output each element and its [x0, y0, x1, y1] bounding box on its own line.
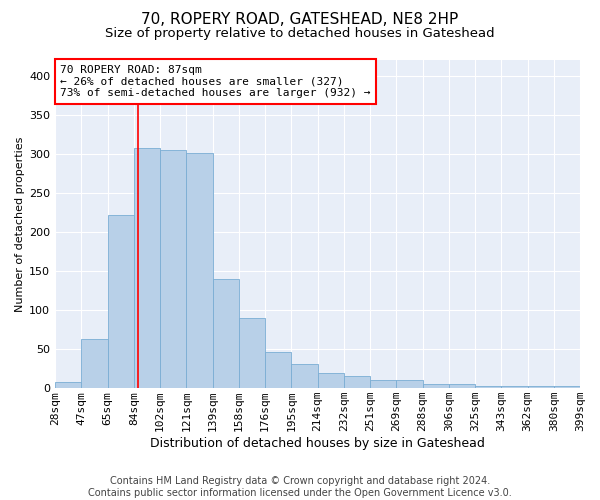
Bar [212, 279, 239, 388]
Bar [107, 214, 134, 388]
Bar [239, 318, 265, 388]
Bar [554, 386, 580, 388]
Text: 70 ROPERY ROAD: 87sqm
← 26% of detached houses are smaller (327)
73% of semi-det: 70 ROPERY ROAD: 87sqm ← 26% of detached … [61, 65, 371, 98]
Bar [449, 384, 475, 388]
Bar [55, 382, 82, 388]
Text: Size of property relative to detached houses in Gateshead: Size of property relative to detached ho… [105, 28, 495, 40]
Bar [527, 386, 554, 388]
Y-axis label: Number of detached properties: Number of detached properties [15, 136, 25, 312]
Bar [134, 148, 160, 388]
Bar [475, 386, 501, 388]
Bar [160, 150, 187, 388]
Bar [265, 352, 292, 388]
Bar [344, 376, 370, 388]
Bar [422, 384, 449, 388]
Bar [82, 339, 107, 388]
Bar [397, 380, 422, 388]
Bar [292, 364, 317, 388]
Bar [501, 386, 527, 388]
Bar [317, 372, 344, 388]
X-axis label: Distribution of detached houses by size in Gateshead: Distribution of detached houses by size … [150, 437, 485, 450]
Bar [370, 380, 397, 388]
Bar [187, 153, 212, 388]
Text: 70, ROPERY ROAD, GATESHEAD, NE8 2HP: 70, ROPERY ROAD, GATESHEAD, NE8 2HP [142, 12, 458, 28]
Text: Contains HM Land Registry data © Crown copyright and database right 2024.
Contai: Contains HM Land Registry data © Crown c… [88, 476, 512, 498]
